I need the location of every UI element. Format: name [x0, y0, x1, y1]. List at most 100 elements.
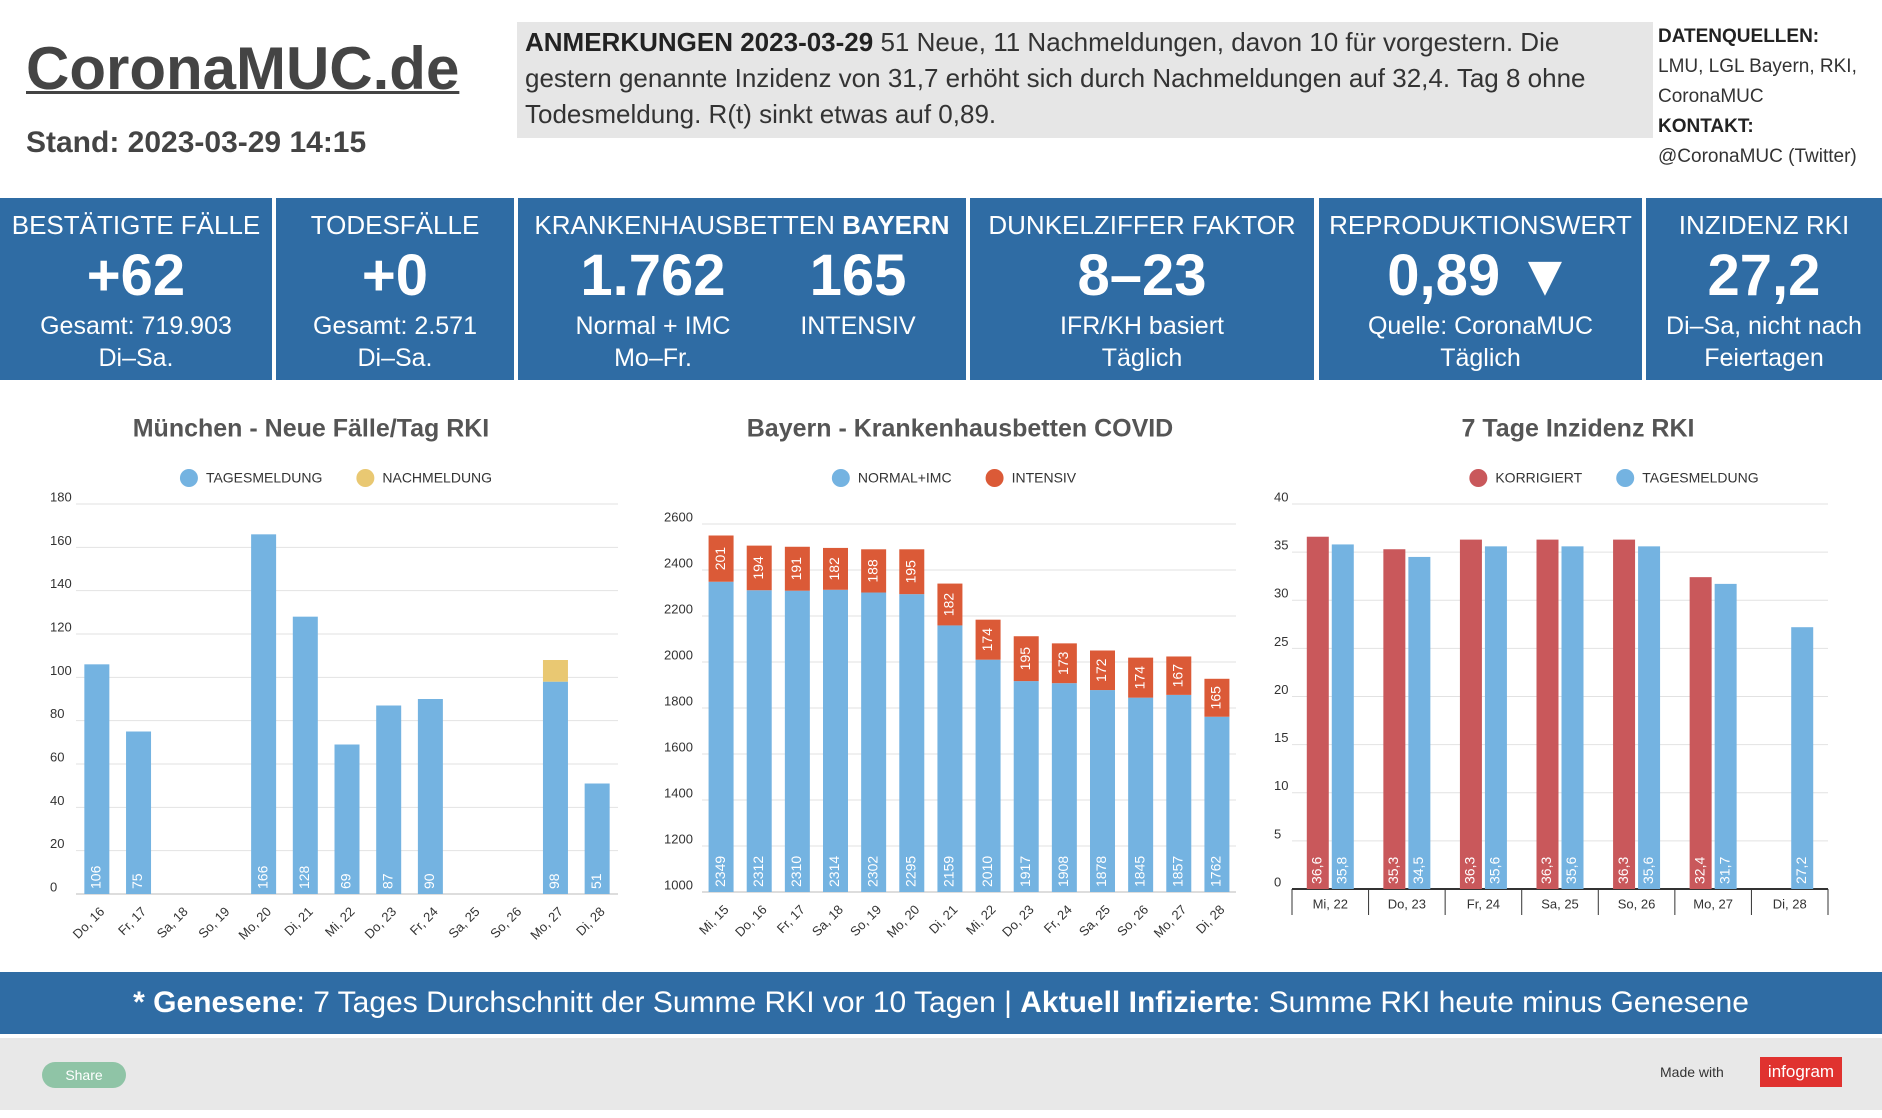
value-label: 2010 — [979, 856, 995, 887]
value-label: 182 — [941, 593, 957, 617]
bar — [251, 534, 277, 894]
kpi-line: Di–Sa. — [98, 344, 174, 372]
bar — [1166, 694, 1192, 892]
value-label: 35,6 — [1640, 857, 1656, 884]
footer: * Genesene: 7 Tages Durchschnitt der Sum… — [0, 972, 1882, 1034]
footer-term: Aktuell Infizierte — [1020, 986, 1252, 1019]
value-label: 201 — [712, 547, 728, 571]
brand-link[interactable]: infogram — [1760, 1057, 1842, 1087]
bar — [899, 549, 925, 595]
bar — [823, 547, 848, 590]
bar — [975, 619, 1001, 660]
sources-text: LMU, LGL Bayern, RKI, CoronaMUC — [1658, 56, 1857, 107]
y-tick-label: 2400 — [664, 555, 693, 570]
kpi-line: Täglich — [1101, 344, 1183, 372]
bar — [84, 664, 110, 894]
sources: DATENQUELLEN: LMU, LGL Bayern, RKI, Coro… — [1658, 22, 1882, 172]
kpi-value: +62 — [86, 243, 186, 308]
kpi-line: Di–Sa, nicht nach — [1666, 312, 1862, 340]
value-label: 36,3 — [1462, 857, 1478, 884]
y-tick-label: 35 — [1274, 538, 1288, 553]
kpi-value: 0,89 ▼ — [1387, 243, 1574, 308]
x-tick-label: Di, 21 — [926, 902, 961, 937]
y-tick-label: 20 — [50, 836, 64, 851]
kpi-card: KRANKENHAUSBETTEN BAYERN 1.762 165 Norma… — [518, 198, 966, 380]
kpi-line: Mo–Fr. — [614, 344, 692, 372]
x-tick-label: Di, 21 — [281, 904, 316, 939]
kpi-title-part: KRANKENHAUSBETTEN — [534, 210, 835, 240]
value-label: 1878 — [1093, 856, 1109, 887]
bar — [126, 731, 152, 894]
y-tick-label: 180 — [50, 489, 72, 504]
bar — [292, 616, 318, 894]
x-tick-label: Fr, 24 — [1467, 896, 1500, 911]
legend-label: INTENSIV — [1012, 470, 1077, 486]
legend-label: KORRIGIERT — [1495, 470, 1582, 486]
value-label: 51 — [588, 873, 604, 889]
value-label: 27,2 — [1793, 857, 1809, 884]
kpi-title: BESTÄTIGTE FÄLLE — [11, 210, 261, 240]
bar — [1561, 546, 1584, 889]
note: ANMERKUNGEN 2023-03-29 51 Neue, 11 Nachm… — [517, 22, 1653, 138]
bar — [708, 535, 734, 582]
legend-label: TAGESMELDUNG — [206, 470, 322, 486]
y-tick-label: 160 — [50, 533, 72, 548]
value-label: 1908 — [1055, 856, 1071, 887]
x-tick-label: Do, 23 — [362, 904, 400, 942]
bar — [1383, 549, 1406, 889]
y-tick-label: 1400 — [664, 785, 693, 800]
value-label: 35,3 — [1385, 857, 1401, 884]
kpi-value: +0 — [361, 243, 429, 308]
kpi-value: 27,2 — [1707, 243, 1821, 308]
x-tick-label: So, 19 — [847, 902, 884, 939]
bar — [1204, 716, 1230, 892]
bar — [1204, 678, 1230, 717]
kpi-title: REPRODUKTIONSWERT — [1329, 210, 1632, 240]
x-tick-label: Fr, 24 — [1041, 902, 1075, 936]
bar — [937, 625, 963, 892]
bar — [861, 592, 887, 892]
kpi-line: Täglich — [1440, 344, 1521, 372]
value-label: 1857 — [1169, 856, 1185, 887]
share-button[interactable]: Share — [42, 1062, 126, 1088]
value-label: 182 — [826, 557, 842, 581]
x-tick-label: So, 26 — [1618, 896, 1656, 911]
bar — [784, 546, 810, 591]
kpi-card: BESTÄTIGTE FÄLLE +62 Gesamt: 719.903 Di–… — [0, 198, 272, 380]
value-label: 35,8 — [1333, 857, 1349, 884]
x-tick-label: Mo, 20 — [235, 904, 274, 943]
y-tick-label: 40 — [50, 793, 64, 808]
x-tick-label: Sa, 18 — [154, 904, 191, 941]
y-tick-label: 100 — [50, 663, 72, 678]
bar — [823, 589, 848, 892]
legend-label: TAGESMELDUNG — [1642, 470, 1758, 486]
kpi-title: TODESFÄLLE — [310, 210, 480, 240]
value-label: 2159 — [941, 856, 957, 887]
value-label: 2349 — [712, 856, 728, 887]
legend-swatch — [179, 469, 198, 487]
bar — [1090, 690, 1115, 892]
bar — [1408, 556, 1431, 889]
legend-swatch — [831, 469, 850, 487]
bar — [1128, 697, 1154, 892]
x-tick-label: Mo, 27 — [1693, 896, 1733, 911]
kpi-title: INZIDENZ RKI — [1678, 210, 1850, 240]
x-tick-label: Di, 28 — [573, 904, 608, 939]
bar — [1613, 539, 1636, 889]
kpi-line: Gesamt: 719.903 — [40, 312, 232, 340]
value-label: 195 — [902, 560, 918, 584]
bar — [1013, 681, 1039, 892]
y-tick-label: 2200 — [664, 601, 693, 616]
x-tick-label: Di, 28 — [1773, 896, 1807, 911]
value-label: 36,3 — [1538, 857, 1554, 884]
x-tick-label: Fr, 17 — [115, 904, 149, 938]
value-label: 35,6 — [1487, 857, 1503, 884]
value-label: 1762 — [1208, 856, 1224, 887]
chart-title: 7 Tage Inzidenz RKI — [1462, 415, 1695, 443]
y-tick-label: 0 — [1274, 874, 1281, 889]
y-tick-label: 15 — [1274, 730, 1288, 745]
kpi-caption: Normal + IMC — [575, 312, 731, 340]
value-label: 98 — [546, 873, 562, 889]
bar — [746, 590, 772, 892]
